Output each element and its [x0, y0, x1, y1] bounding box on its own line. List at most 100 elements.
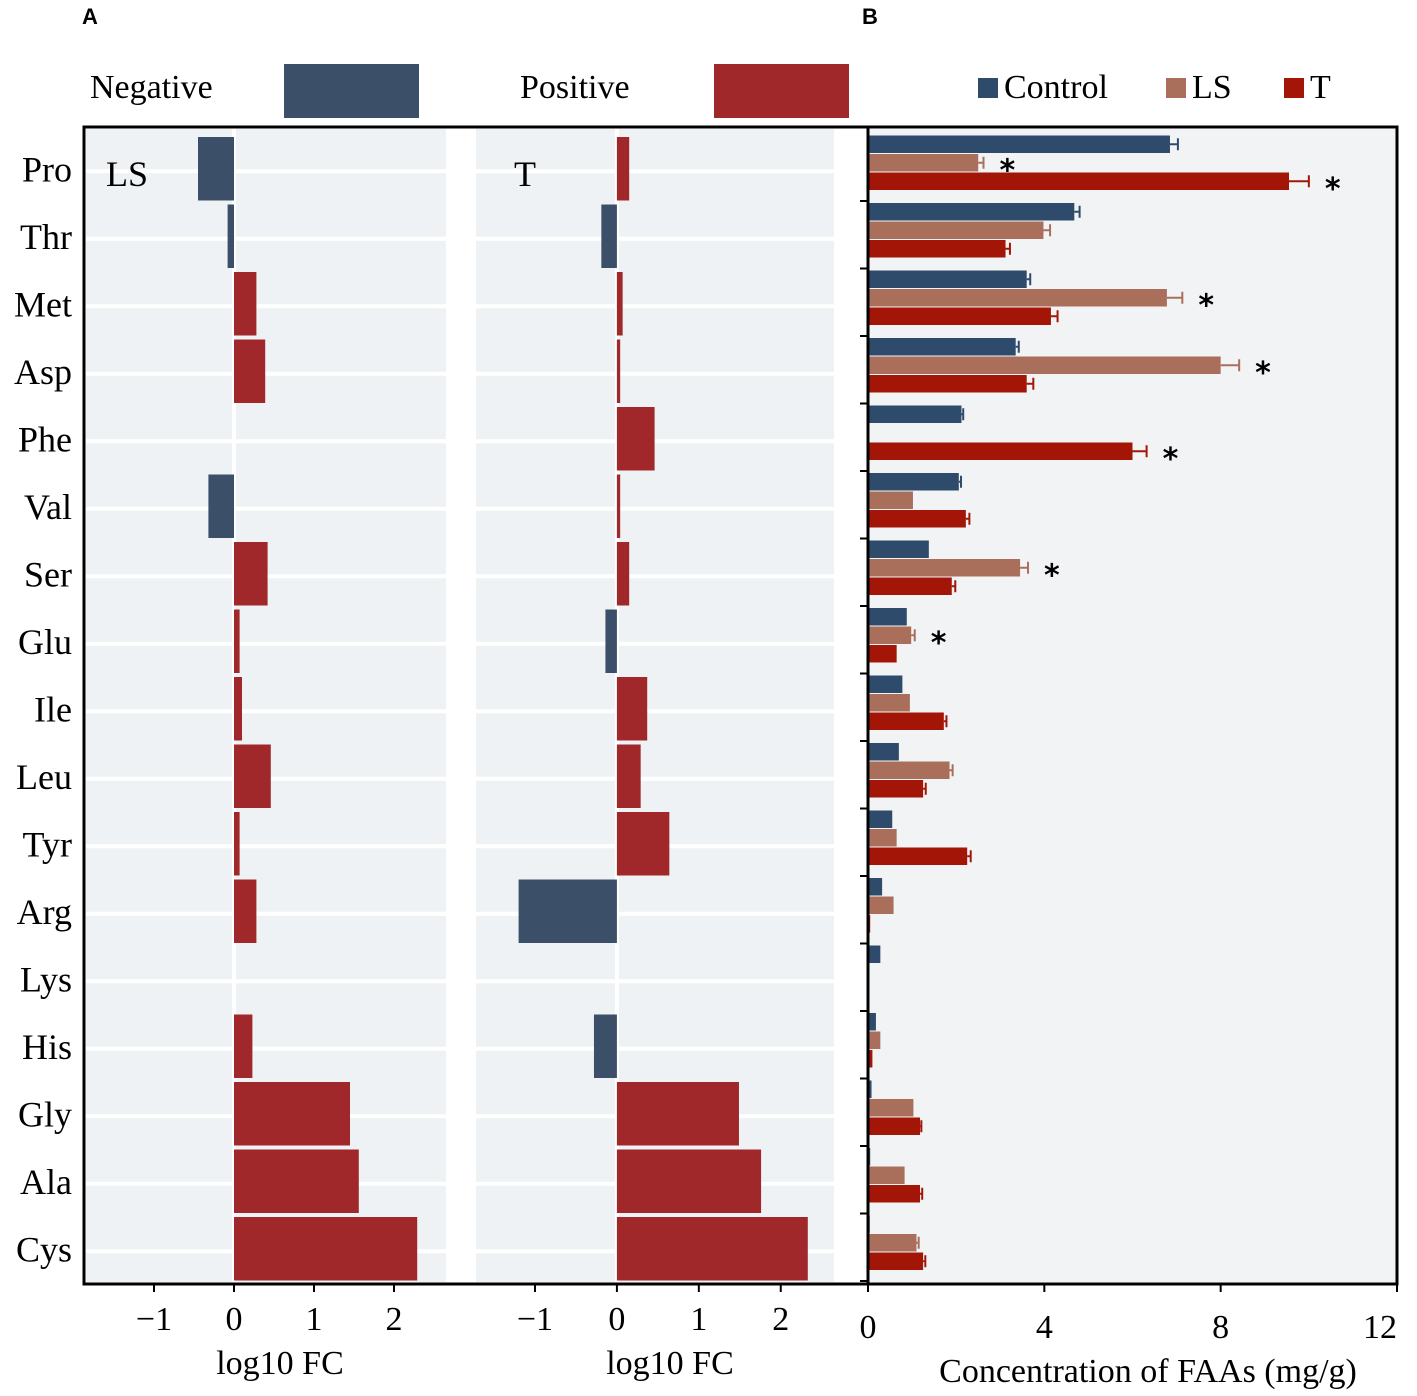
- category-label: Cys: [16, 1229, 72, 1269]
- t-bar-ala: [616, 1149, 762, 1213]
- t-bar-leu: [868, 780, 924, 798]
- ls-bar-ile: [868, 694, 910, 712]
- legend-control-label: Control: [1004, 69, 1108, 106]
- ls-xaxis-label: log10 FC: [216, 1345, 344, 1382]
- t-bar-gly: [616, 1082, 739, 1146]
- t-tick-label: 2: [772, 1301, 789, 1338]
- control-bar-met: [868, 270, 1027, 288]
- category-label: Thr: [20, 217, 72, 257]
- legend-a: Negative Positive: [90, 64, 849, 118]
- ls-bar-gly: [234, 1082, 350, 1146]
- t-bar-glu: [868, 645, 897, 663]
- ls-tick-label: −1: [136, 1301, 172, 1338]
- t-bar-his: [868, 1050, 873, 1068]
- b-tick-label: 0: [860, 1309, 877, 1346]
- category-label: Lys: [20, 959, 72, 999]
- control-bar-ser: [868, 540, 929, 558]
- t-bar-cys: [616, 1217, 808, 1281]
- ls-bar-ile: [234, 677, 242, 741]
- category-label: Gly: [18, 1094, 72, 1134]
- control-bar-lys: [868, 945, 881, 963]
- category-label: Arg: [17, 892, 72, 932]
- t-bar-his: [593, 1014, 617, 1078]
- ls-significance-ser: *: [1044, 559, 1060, 594]
- t-bar-glu: [605, 609, 617, 673]
- t-bar-phe: [868, 442, 1133, 460]
- ls-bar-asp: [868, 356, 1221, 374]
- panel-label-a: A: [82, 4, 98, 29]
- ls-bar-thr: [227, 204, 234, 268]
- ls-bar-cys: [234, 1217, 418, 1281]
- ls-bar-leu: [234, 744, 271, 808]
- t-bar-val: [868, 510, 966, 528]
- control-bar-gly: [868, 1080, 872, 1098]
- t-bar-cys: [868, 1252, 924, 1270]
- ls-bar-arg: [868, 896, 894, 914]
- ls-bar-tyr: [868, 829, 897, 847]
- control-bar-pro: [868, 135, 1170, 153]
- ls-bar-gly: [868, 1099, 914, 1117]
- b-xaxis-label: Concentration of FAAs (mg/g): [939, 1353, 1357, 1390]
- ls-bar-pro: [868, 154, 979, 172]
- category-label: His: [22, 1027, 72, 1067]
- ls-tick-label: 2: [386, 1301, 403, 1338]
- t-bars: [518, 137, 808, 1281]
- ls-bar-pro: [198, 137, 234, 201]
- category-label: Glu: [18, 622, 72, 662]
- category-label: Pro: [22, 149, 72, 189]
- ls-tick-label: 0: [226, 1301, 243, 1338]
- t-bar-ala: [868, 1185, 921, 1203]
- t-bar-met: [868, 307, 1051, 325]
- t-bar-asp: [868, 375, 1027, 393]
- t-bar-asp: [616, 339, 621, 403]
- ls-bar-glu: [234, 609, 240, 673]
- control-bar-ile: [868, 675, 903, 693]
- category-label: Ala: [20, 1162, 72, 1202]
- ls-tick-label: 1: [306, 1301, 323, 1338]
- ls-bar-his: [868, 1031, 881, 1049]
- control-bar-arg: [868, 878, 883, 896]
- ls-bar-val: [868, 491, 913, 509]
- t-bar-ser: [868, 577, 952, 595]
- t-bar-met: [616, 272, 623, 336]
- ls-bar-ser: [868, 559, 1021, 577]
- panel-b-frame: [866, 125, 1399, 1286]
- legend-b: Control LS T: [978, 69, 1331, 106]
- t-bar-ile: [868, 712, 944, 730]
- t-bar-thr: [868, 240, 1006, 258]
- b-tick-label: 8: [1212, 1309, 1229, 1346]
- t-significance-phe: *: [1163, 442, 1179, 477]
- t-bar-pro: [868, 172, 1289, 190]
- control-bar-leu: [868, 743, 899, 761]
- t-bar-tyr: [868, 847, 968, 865]
- axis-ticks: −1 0 1 2 −1 0 1 2 0 4 8 12: [136, 200, 1398, 1346]
- t-bar-phe: [616, 407, 655, 471]
- t-subpanel-title: T: [514, 154, 536, 194]
- ls-bar-ser: [234, 542, 268, 606]
- control-bar-his: [868, 1013, 876, 1031]
- ls-significance-met: *: [1198, 289, 1214, 324]
- ls-bar-arg: [234, 879, 257, 943]
- t-tick-label: −1: [517, 1301, 553, 1338]
- ls-bar-ala: [868, 1166, 905, 1184]
- ls-bars: [198, 137, 418, 1281]
- control-bar-val: [868, 473, 959, 491]
- control-bar-phe: [868, 405, 962, 423]
- ls-bar-asp: [234, 339, 266, 403]
- t-bar-val: [616, 474, 621, 538]
- ls-bar-val: [208, 474, 234, 538]
- legend-t-swatch: [1284, 78, 1304, 98]
- t-bar-ile: [616, 677, 648, 741]
- panel-label-b: B: [862, 4, 878, 29]
- ls-bar-met: [868, 289, 1167, 307]
- category-label: Val: [24, 487, 72, 527]
- category-label: Ser: [24, 554, 72, 594]
- b-tick-label: 4: [1036, 1309, 1053, 1346]
- legend-ls-swatch: [1166, 78, 1186, 98]
- category-label: Phe: [18, 419, 72, 459]
- category-label: Tyr: [23, 824, 72, 864]
- legend-t-label: T: [1310, 69, 1331, 106]
- t-bar-leu: [616, 744, 641, 808]
- ls-bar-glu: [868, 626, 912, 644]
